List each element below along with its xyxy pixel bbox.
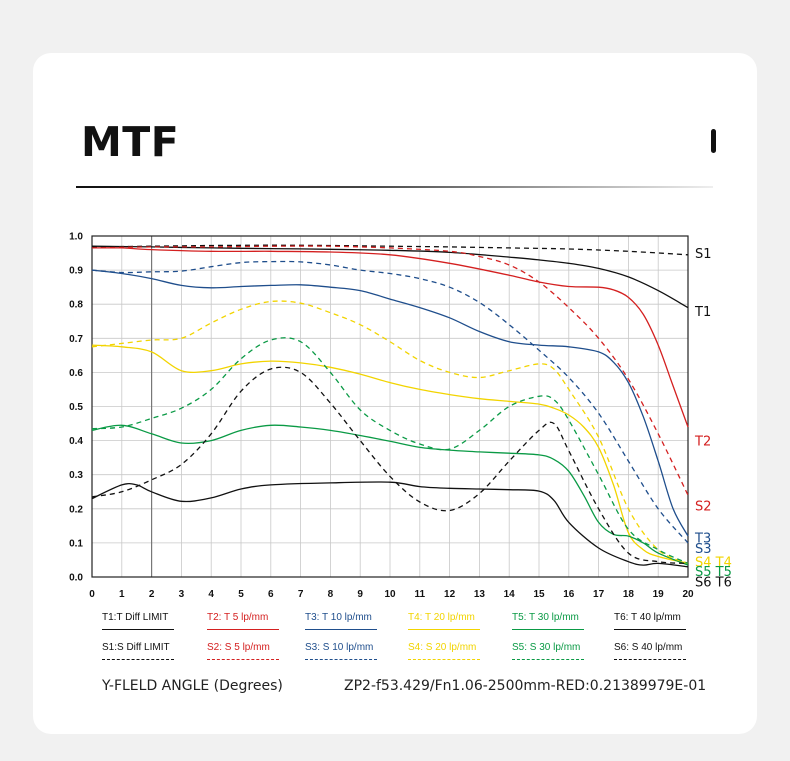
- x-tick-label: 19: [653, 589, 665, 600]
- title-divider: [76, 186, 713, 188]
- series-s6: [91, 366, 689, 565]
- plot-frame: [91, 235, 689, 578]
- x-tick-label: 3: [179, 589, 185, 600]
- legend-swatch: [305, 629, 377, 630]
- legend-label: S1:S Diff LIMIT: [102, 642, 170, 653]
- x-axis-caption: Y-FLELD ANGLE (Degrees): [102, 678, 283, 694]
- legend-label: T6: T 40 lp/mm: [614, 612, 681, 623]
- series-s1: [91, 244, 689, 256]
- legend-swatch: [207, 659, 279, 660]
- curve-end-label: T1: [694, 305, 711, 320]
- legend-label: S6: S 40 lp/mm: [614, 642, 683, 653]
- lens-info: ZP2-f53.429/Fn1.06-2500mm-RED:0.21389979…: [344, 678, 707, 694]
- content-card: [33, 53, 757, 734]
- legend-swatch: [614, 659, 686, 660]
- legend-label: T1:T Diff LIMIT: [102, 612, 169, 623]
- legend-label: S3: S 10 lp/mm: [305, 642, 374, 653]
- legend-label: T5: T 30 lp/mm: [512, 612, 579, 623]
- series-s4: [91, 300, 689, 565]
- x-tick-label: 16: [563, 589, 575, 600]
- y-tick-label: 0.0: [69, 573, 83, 584]
- page-title: MTF: [81, 118, 180, 166]
- series-t6: [91, 481, 689, 568]
- curve-end-label: T3: [694, 531, 711, 546]
- x-tick-label: 18: [623, 589, 635, 600]
- series-s5: [91, 337, 689, 564]
- x-tick-label: 17: [593, 589, 605, 600]
- y-tick-label: 0.6: [69, 368, 83, 379]
- curve-end-label: S5 T5: [695, 565, 732, 580]
- series-s2: [91, 245, 689, 496]
- y-tick-label: 1.0: [69, 232, 83, 243]
- curve-end-label: S6 T6: [695, 575, 732, 590]
- y-tick-label: 0.9: [69, 266, 83, 277]
- series-t2: [91, 247, 689, 428]
- x-tick-label: 7: [298, 589, 304, 600]
- curve-end-label: S2: [695, 499, 712, 514]
- series-s3: [91, 260, 689, 544]
- x-tick-label: 12: [444, 589, 456, 600]
- y-tick-label: 0.4: [69, 436, 83, 447]
- legend-swatch: [102, 629, 174, 630]
- x-tick-label: 8: [328, 589, 334, 600]
- legend-label: S5: S 30 lp/mm: [512, 642, 581, 653]
- y-tick-label: 0.5: [69, 402, 83, 413]
- x-tick-label: 20: [682, 589, 694, 600]
- legend-swatch: [102, 659, 174, 660]
- curve-end-label: S3: [695, 542, 712, 557]
- legend-label: T4: T 20 lp/mm: [408, 612, 475, 623]
- legend-swatch: [207, 629, 279, 630]
- curve-end-label: S1: [695, 247, 712, 262]
- legend-swatch: [408, 659, 480, 660]
- legend-swatch: [512, 659, 584, 660]
- legend-label: S2: S 5 lp/mm: [207, 642, 270, 653]
- legend-swatch: [512, 629, 584, 630]
- legend-label: S4: S 20 lp/mm: [408, 642, 477, 653]
- x-tick-label: 6: [268, 589, 274, 600]
- legend-swatch: [614, 629, 686, 630]
- legend-label: T3: T 10 lp/mm: [305, 612, 372, 623]
- x-tick-label: 1: [119, 589, 125, 600]
- x-tick-label: 9: [357, 589, 363, 600]
- x-tick-label: 10: [384, 589, 396, 600]
- x-tick-label: 14: [504, 589, 516, 600]
- x-tick-label: 13: [474, 589, 486, 600]
- x-tick-label: 2: [149, 589, 155, 600]
- y-tick-label: 0.8: [69, 300, 83, 311]
- y-tick-label: 0.7: [69, 334, 83, 345]
- x-tick-label: 11: [415, 589, 426, 600]
- y-tick-label: 0.1: [69, 538, 83, 549]
- legend-swatch: [305, 659, 377, 660]
- curve-end-label: T2: [694, 435, 711, 450]
- legend-swatch: [408, 629, 480, 630]
- title-marker-icon: [711, 129, 716, 153]
- curve-end-label: S4 T4: [695, 555, 732, 570]
- legend-label: T2: T 5 lp/mm: [207, 612, 269, 623]
- y-tick-label: 0.3: [69, 470, 83, 481]
- series-t4: [91, 344, 689, 565]
- x-tick-label: 0: [89, 589, 95, 600]
- y-tick-label: 0.2: [69, 504, 83, 515]
- series-t1: [91, 245, 689, 309]
- series-t3: [91, 269, 689, 537]
- x-tick-label: 4: [208, 589, 214, 600]
- x-tick-label: 15: [533, 589, 545, 600]
- x-tick-label: 5: [238, 589, 244, 600]
